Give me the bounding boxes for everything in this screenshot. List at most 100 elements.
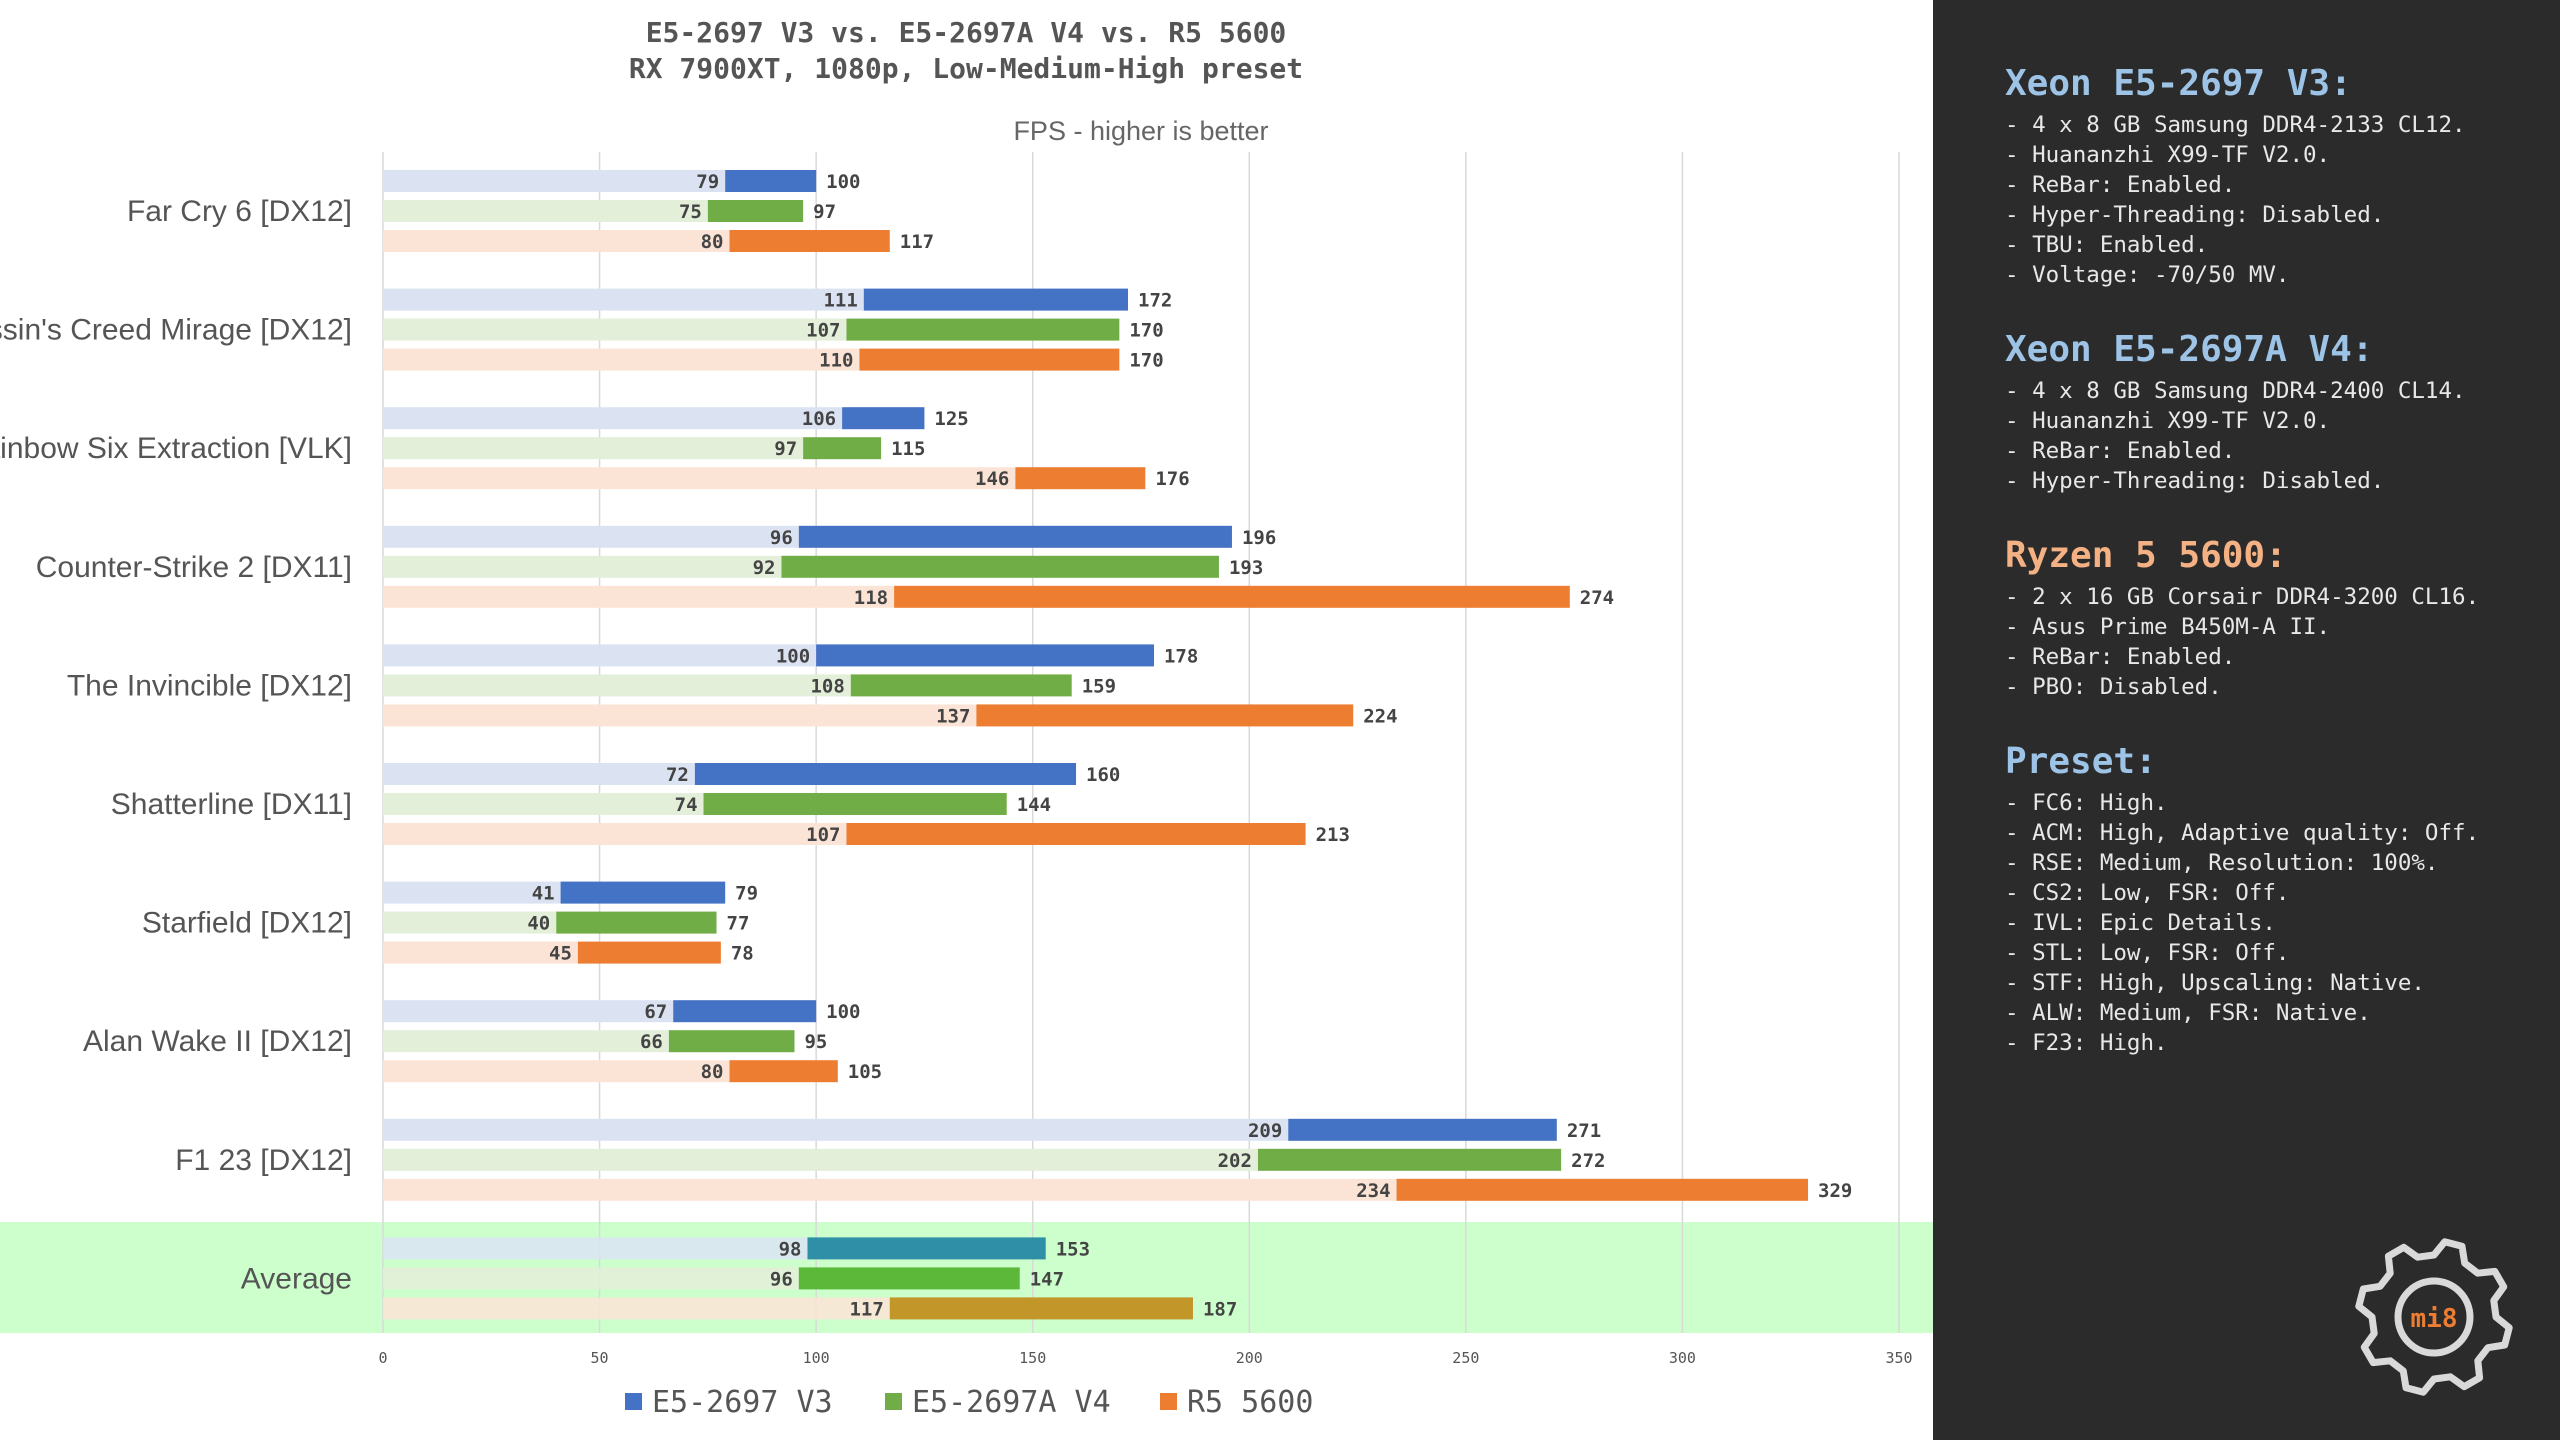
logo-text: mi8 — [2411, 1304, 2458, 1334]
bar-low-fps — [383, 644, 817, 667]
bar-avg-fps — [781, 555, 1219, 578]
spec-block: Preset: - FC6: High. - ACM: High, Adaptive… — [2005, 740, 2560, 1058]
spec-line: - STL: Low, FSR: Off. — [2005, 940, 2290, 966]
legend: E5-2697 V3 E5-2697A V4 R5 5600 — [625, 1385, 1313, 1420]
avg-fps-label: 271 — [1567, 1120, 1601, 1142]
spec-line: - 2 x 16 GB Corsair DDR4-3200 CL16. — [2005, 584, 2480, 610]
category-label: F1 23 [DX12] — [175, 1144, 352, 1177]
low-fps-label: 96 — [770, 1268, 793, 1290]
avg-fps-label: 193 — [1229, 557, 1263, 579]
bar-avg-fps — [725, 170, 817, 192]
bar-low-fps — [383, 793, 704, 815]
spec-block: Xeon E5-2697A V4: - 4 x 8 GB Samsung DDR4… — [2005, 328, 2560, 496]
x-tick-label: 300 — [1669, 1349, 1696, 1367]
bar-avg-fps — [976, 704, 1354, 727]
low-fps-label: 107 — [806, 824, 840, 846]
bar-low-fps — [383, 1000, 674, 1023]
low-fps-label: 45 — [549, 943, 572, 965]
avg-fps-label: 196 — [1242, 527, 1276, 549]
bar-avg-fps — [846, 823, 1306, 845]
bar-low-fps — [383, 170, 726, 192]
low-fps-label: 234 — [1356, 1180, 1390, 1202]
bar-low-fps — [383, 437, 804, 460]
spec-line: - Asus Prime B450M-A II. — [2005, 614, 2331, 640]
category-label: Average — [241, 1262, 352, 1295]
avg-fps-label: 78 — [731, 943, 754, 965]
category-label: Assassin's Creed Mirage [DX12] — [0, 314, 352, 347]
bar-avg-fps — [560, 881, 726, 904]
low-fps-label: 209 — [1248, 1120, 1282, 1142]
bar-avg-fps — [842, 407, 925, 430]
low-fps-label: 75 — [679, 201, 702, 223]
low-fps-label: 202 — [1218, 1150, 1252, 1172]
bar-avg-fps — [729, 1060, 838, 1083]
avg-fps-label: 144 — [1017, 794, 1051, 816]
avg-fps-label: 77 — [727, 913, 750, 935]
bar-low-fps — [383, 1237, 808, 1260]
bar-avg-fps — [803, 437, 882, 460]
legend-swatch — [885, 1393, 902, 1410]
avg-fps-label: 115 — [891, 438, 925, 460]
legend-swatch — [1160, 1393, 1177, 1410]
low-fps-label: 108 — [810, 675, 844, 697]
bar-avg-fps — [694, 763, 1077, 785]
low-fps-label: 80 — [701, 1061, 724, 1083]
avg-fps-label: 178 — [1164, 645, 1198, 667]
low-fps-label: 106 — [802, 408, 836, 430]
bar-avg-fps — [846, 318, 1120, 341]
bar-low-fps — [383, 1118, 1289, 1141]
spec-line: - RSE: Medium, Resolution: 100%. — [2005, 850, 2439, 876]
bar-low-fps — [383, 1060, 730, 1083]
spec-line: - Hyper-Threading: Disabled. — [2005, 202, 2385, 228]
bar-avg-fps — [703, 793, 1007, 815]
bar-low-fps — [383, 230, 730, 252]
low-fps-label: 98 — [779, 1238, 802, 1260]
spec-line: - Huananzhi X99-TF V2.0. — [2005, 408, 2331, 434]
bar-avg-fps — [673, 1000, 817, 1023]
chart-area: 0 50 100 150 200 250 300 350 Far Cry 6 [DX12] 79… — [0, 16, 1933, 1420]
bar-avg-fps — [807, 1237, 1046, 1260]
gear-icon — [2355, 1238, 2513, 1396]
bar-low-fps — [383, 1267, 799, 1290]
low-fps-label: 92 — [753, 557, 776, 579]
avg-fps-label: 79 — [735, 883, 758, 905]
category-label: Far Cry 6 [DX12] — [127, 195, 352, 228]
low-fps-label: 40 — [527, 913, 550, 935]
spec-line: - F23: High. — [2005, 1030, 2168, 1056]
bar-avg-fps — [668, 1030, 795, 1053]
avg-fps-label: 274 — [1580, 587, 1614, 609]
legend-swatch — [625, 1393, 642, 1410]
low-fps-label: 107 — [806, 320, 840, 342]
fps-bar-chart: 0 50 100 150 200 250 300 350 Far Cry 6 [DX12] 79… — [0, 16, 1933, 1420]
spec-line: - ReBar: Enabled. — [2005, 644, 2236, 670]
chart-subtitle: RX 7900XT, 1080p, Low-Medium-High preset — [629, 52, 1303, 85]
bar-avg-fps — [859, 348, 1120, 371]
mi8-logo: mi8 — [2355, 1238, 2513, 1396]
low-fps-label: 72 — [666, 764, 689, 786]
avg-fps-label: 170 — [1129, 350, 1163, 372]
bar-avg-fps — [1257, 1148, 1562, 1171]
bar-low-fps — [383, 823, 847, 845]
x-tick-label: 250 — [1452, 1349, 1479, 1367]
low-fps-label: 137 — [936, 705, 970, 727]
category-label: Starfield [DX12] — [142, 907, 352, 940]
bar-low-fps — [383, 881, 561, 904]
avg-fps-label: 105 — [848, 1061, 882, 1083]
bar-low-fps — [383, 1148, 1258, 1171]
low-fps-label: 67 — [644, 1001, 667, 1023]
avg-fps-label: 170 — [1129, 320, 1163, 342]
legend-label: E5-2697A V4 — [912, 1385, 1111, 1420]
avg-fps-label: 160 — [1086, 764, 1120, 786]
bar-avg-fps — [577, 941, 721, 964]
bar-low-fps — [383, 1178, 1397, 1201]
category-label: The Invincible [DX12] — [67, 669, 352, 702]
spec-line: - Huananzhi X99-TF V2.0. — [2005, 142, 2331, 168]
bar-avg-fps — [850, 674, 1072, 697]
bar-low-fps — [383, 1297, 890, 1320]
spec-line: - ReBar: Enabled. — [2005, 172, 2236, 198]
bar-low-fps — [383, 674, 851, 697]
bar-avg-fps — [816, 644, 1154, 667]
bar-low-fps — [383, 704, 977, 727]
spec-block: Ryzen 5 5600: - 2 x 16 GB Corsair DDR4-32… — [2005, 534, 2560, 702]
avg-fps-label: 117 — [900, 231, 934, 253]
